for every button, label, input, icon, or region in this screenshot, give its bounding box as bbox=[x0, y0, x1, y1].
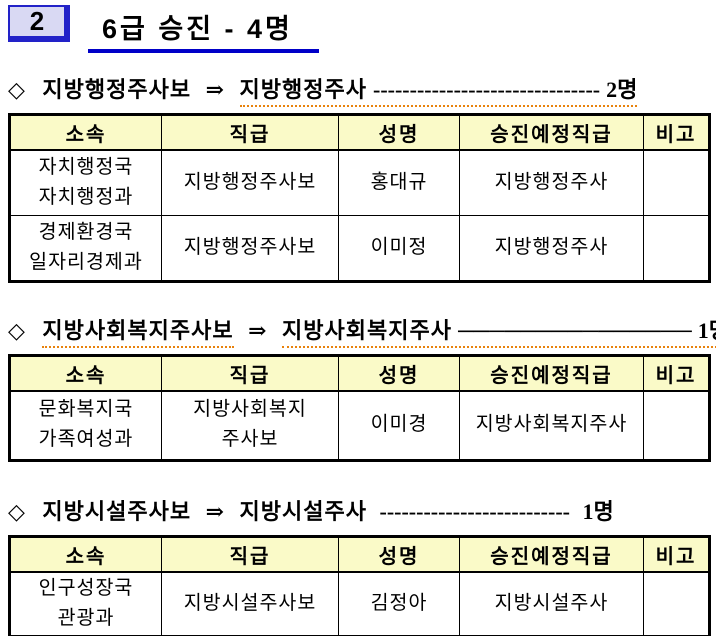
rank-to-group: 지방사회복지주사───────────────1명 bbox=[282, 318, 716, 348]
rank-from: 지방사회복지주사보 bbox=[42, 318, 234, 348]
cell-dept: 경제환경국 일자리경제과 bbox=[9, 215, 162, 282]
cell-rank: 지방시설주사보 bbox=[161, 571, 339, 636]
arrow-icon: ⇒ bbox=[205, 499, 226, 524]
section-heading-3: ◇ 지방시설주사보 ⇒ 지방시설주사 ---------------------… bbox=[8, 494, 708, 526]
table-header-row: 소속 직급 성명 승진예정직급 비고 bbox=[9, 114, 710, 151]
table-row: 문화복지국 가족여성과 지방사회복지 주사보 이미경 지방사회복지주사 bbox=[9, 390, 710, 461]
page-title-underline: 6급 승진 - 4명 bbox=[88, 5, 319, 53]
cell-remarks bbox=[643, 571, 710, 636]
cell-rank: 지방행정주사보 bbox=[161, 149, 339, 216]
cell-name: 이미경 bbox=[338, 390, 460, 461]
page-header: 2 6급 승진 - 4명 bbox=[8, 5, 708, 53]
cell-remarks bbox=[643, 390, 710, 461]
col-header-promoted-rank: 승진예정직급 bbox=[459, 355, 644, 392]
cell-promoted-rank: 지방사회복지주사 bbox=[459, 390, 644, 461]
cell-promoted-rank: 지방행정주사 bbox=[459, 149, 644, 216]
col-header-dept: 소속 bbox=[9, 114, 162, 151]
rank-from: 지방행정주사보 bbox=[42, 77, 192, 102]
leader-line: ─────────────── bbox=[457, 318, 692, 343]
col-header-name: 성명 bbox=[338, 114, 460, 151]
table-row: 경제환경국 일자리경제과 지방행정주사보 이미정 지방행정주사 bbox=[9, 215, 710, 282]
col-header-remarks: 비고 bbox=[643, 536, 710, 573]
cell-name: 이미정 bbox=[338, 215, 460, 282]
diamond-icon: ◇ bbox=[8, 499, 26, 524]
cell-rank: 지방행정주사보 bbox=[161, 215, 339, 282]
leader-line: -------------------------- bbox=[379, 499, 570, 524]
col-header-remarks: 비고 bbox=[643, 355, 710, 392]
diamond-icon: ◇ bbox=[8, 318, 26, 343]
promotion-count: 1명 bbox=[697, 318, 716, 343]
table-row: 인구성장국 관광과 지방시설주사보 김정아 지방시설주사 bbox=[9, 571, 710, 636]
col-header-rank: 직급 bbox=[161, 355, 339, 392]
col-header-name: 성명 bbox=[338, 355, 460, 392]
col-header-dept: 소속 bbox=[9, 536, 162, 573]
section-heading-1: ◇ 지방행정주사보 ⇒ 지방행정주사 ----------------------… bbox=[8, 72, 708, 107]
arrow-icon: ⇒ bbox=[205, 77, 226, 102]
section-heading-2: ◇ 지방사회복지주사보 ⇒ 지방사회복지주사───────────────1명 bbox=[8, 313, 716, 348]
rank-from: 지방시설주사보 bbox=[42, 499, 192, 524]
col-header-name: 성명 bbox=[338, 536, 460, 573]
cell-rank: 지방사회복지 주사보 bbox=[161, 390, 339, 461]
cell-name: 김정아 bbox=[338, 571, 460, 636]
col-header-promoted-rank: 승진예정직급 bbox=[459, 536, 644, 573]
page-title: 6급 승진 - 4명 bbox=[102, 14, 293, 44]
table-header-row: 소속 직급 성명 승진예정직급 비고 bbox=[9, 536, 710, 573]
leader-line: ------------------------------- bbox=[373, 77, 601, 102]
rank-to-group: 지방행정주사 ------------------------------- 2명 bbox=[239, 77, 638, 107]
cell-dept: 문화복지국 가족여성과 bbox=[9, 390, 162, 461]
col-header-dept: 소속 bbox=[9, 355, 162, 392]
cell-remarks bbox=[643, 215, 710, 282]
promotion-table-3: 소속 직급 성명 승진예정직급 비고 인구성장국 관광과 지방시설주사보 김정아… bbox=[8, 535, 711, 636]
arrow-icon: ⇒ bbox=[248, 318, 268, 343]
cell-dept: 인구성장국 관광과 bbox=[9, 571, 162, 636]
promotion-count: 1명 bbox=[582, 499, 614, 524]
cell-dept: 자치행정국 자치행정과 bbox=[9, 149, 162, 216]
rank-to: 지방사회복지주사 bbox=[282, 318, 452, 343]
col-header-rank: 직급 bbox=[161, 114, 339, 151]
col-header-rank: 직급 bbox=[161, 536, 339, 573]
col-header-remarks: 비고 bbox=[643, 114, 710, 151]
section-number-box: 2 bbox=[8, 5, 70, 42]
cell-remarks bbox=[643, 149, 710, 216]
table-header-row: 소속 직급 성명 승진예정직급 비고 bbox=[9, 355, 710, 392]
promotion-count: 2명 bbox=[606, 77, 638, 102]
rank-to: 지방시설주사 bbox=[239, 499, 367, 524]
cell-promoted-rank: 지방시설주사 bbox=[459, 571, 644, 636]
section-number: 2 bbox=[29, 6, 45, 36]
promotion-table-1: 소속 직급 성명 승진예정직급 비고 자치행정국 자치행정과 지방행정주사보 홍… bbox=[8, 113, 711, 283]
table-row: 자치행정국 자치행정과 지방행정주사보 홍대규 지방행정주사 bbox=[9, 149, 710, 216]
promotion-table-2: 소속 직급 성명 승진예정직급 비고 문화복지국 가족여성과 지방사회복지 주사… bbox=[8, 354, 711, 462]
cell-name: 홍대규 bbox=[338, 149, 460, 216]
rank-to: 지방행정주사 bbox=[239, 77, 367, 102]
diamond-icon: ◇ bbox=[8, 77, 26, 102]
cell-promoted-rank: 지방행정주사 bbox=[459, 215, 644, 282]
col-header-promoted-rank: 승진예정직급 bbox=[459, 114, 644, 151]
